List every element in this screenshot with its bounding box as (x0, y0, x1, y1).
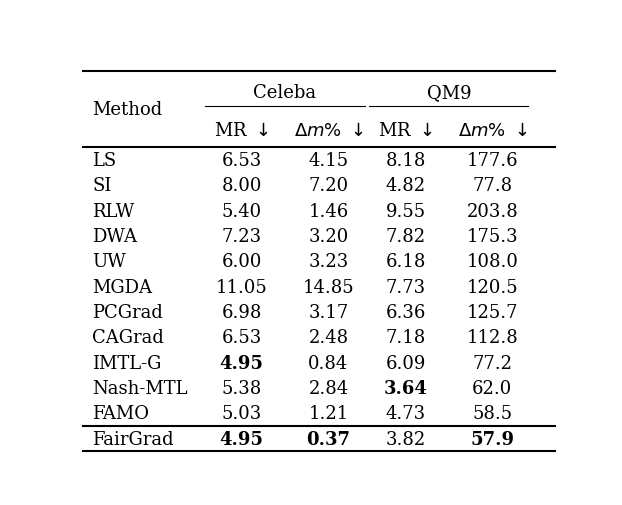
Text: 77.2: 77.2 (472, 354, 513, 372)
Text: 5.40: 5.40 (221, 203, 262, 220)
Text: 6.18: 6.18 (386, 253, 425, 271)
Text: 58.5: 58.5 (472, 405, 513, 423)
Text: MGDA: MGDA (92, 278, 152, 296)
Text: Celeba: Celeba (254, 84, 317, 102)
Text: 120.5: 120.5 (466, 278, 518, 296)
Text: FairGrad: FairGrad (92, 430, 174, 448)
Text: RLW: RLW (92, 203, 134, 220)
Text: 14.85: 14.85 (303, 278, 354, 296)
Text: 6.53: 6.53 (221, 329, 262, 346)
Text: 6.98: 6.98 (221, 304, 262, 321)
Text: 3.20: 3.20 (309, 228, 348, 245)
Text: 7.73: 7.73 (386, 278, 425, 296)
Text: $\Delta m\%$ $\downarrow$: $\Delta m\%$ $\downarrow$ (458, 122, 527, 139)
Text: Nash-MTL: Nash-MTL (92, 379, 188, 397)
Text: 77.8: 77.8 (472, 177, 513, 195)
Text: 1.21: 1.21 (309, 405, 348, 423)
Text: SI: SI (92, 177, 111, 195)
Text: 2.84: 2.84 (309, 379, 348, 397)
Text: 62.0: 62.0 (472, 379, 513, 397)
Text: 6.36: 6.36 (386, 304, 425, 321)
Text: 108.0: 108.0 (466, 253, 518, 271)
Text: 4.95: 4.95 (220, 354, 264, 372)
Text: 4.15: 4.15 (309, 152, 348, 170)
Text: 7.82: 7.82 (386, 228, 425, 245)
Text: IMTL-G: IMTL-G (92, 354, 162, 372)
Text: MR $\downarrow$: MR $\downarrow$ (378, 122, 433, 139)
Text: 0.37: 0.37 (307, 430, 350, 448)
Text: 125.7: 125.7 (466, 304, 518, 321)
Text: $\Delta m\%$ $\downarrow$: $\Delta m\%$ $\downarrow$ (294, 122, 363, 139)
Text: 1.46: 1.46 (309, 203, 348, 220)
Text: 4.82: 4.82 (386, 177, 425, 195)
Text: DWA: DWA (92, 228, 137, 245)
Text: PCGrad: PCGrad (92, 304, 163, 321)
Text: 3.23: 3.23 (309, 253, 348, 271)
Text: UW: UW (92, 253, 126, 271)
Text: MR $\downarrow$: MR $\downarrow$ (215, 122, 269, 139)
Text: 3.82: 3.82 (386, 430, 425, 448)
Text: 177.6: 177.6 (466, 152, 518, 170)
Text: CAGrad: CAGrad (92, 329, 164, 346)
Text: QM9: QM9 (427, 84, 471, 102)
Text: LS: LS (92, 152, 116, 170)
Text: 4.73: 4.73 (386, 405, 425, 423)
Text: 4.95: 4.95 (220, 430, 264, 448)
Text: Method: Method (92, 101, 162, 119)
Text: 2.48: 2.48 (309, 329, 348, 346)
Text: 7.20: 7.20 (309, 177, 348, 195)
Text: 3.64: 3.64 (384, 379, 427, 397)
Text: 203.8: 203.8 (466, 203, 518, 220)
Text: 0.84: 0.84 (309, 354, 348, 372)
Text: 57.9: 57.9 (470, 430, 514, 448)
Text: 7.23: 7.23 (221, 228, 262, 245)
Text: 8.18: 8.18 (386, 152, 425, 170)
Text: 9.55: 9.55 (386, 203, 425, 220)
Text: 7.18: 7.18 (386, 329, 425, 346)
Text: 6.53: 6.53 (221, 152, 262, 170)
Text: 8.00: 8.00 (221, 177, 262, 195)
Text: 112.8: 112.8 (466, 329, 518, 346)
Text: 6.00: 6.00 (221, 253, 262, 271)
Text: 175.3: 175.3 (466, 228, 518, 245)
Text: 3.17: 3.17 (309, 304, 348, 321)
Text: 11.05: 11.05 (216, 278, 267, 296)
Text: 5.03: 5.03 (221, 405, 262, 423)
Text: 6.09: 6.09 (386, 354, 425, 372)
Text: 5.38: 5.38 (221, 379, 262, 397)
Text: FAMO: FAMO (92, 405, 149, 423)
